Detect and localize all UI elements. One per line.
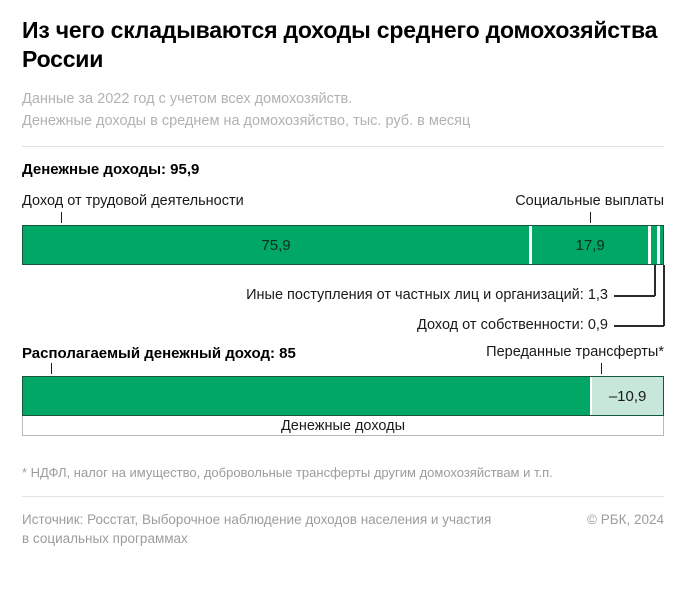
- segment-transferred-transfers-value: –10,9: [608, 387, 647, 405]
- page-title: Из чего складываются доходы среднего дом…: [22, 17, 658, 72]
- subtitle: Данные за 2022 год с учетом всех домохоз…: [22, 74, 664, 132]
- leader-vertical-property-income: [663, 265, 665, 326]
- chart-2-bar: 85 –10,9: [22, 376, 664, 416]
- header-divider: [22, 146, 664, 147]
- bracket-line: [22, 416, 664, 436]
- callout-other-receipts: Иные поступления от частных лиц и органи…: [246, 286, 608, 304]
- segment-labor-income-value: 75,9: [261, 236, 291, 254]
- chart-2-label-right: Переданные трансферты*: [486, 344, 664, 360]
- footer-divider: [22, 496, 664, 497]
- source-text: Источник: Росстат, Выборочное наблюдение…: [22, 512, 492, 546]
- leader-vertical-other-receipts: [654, 265, 656, 296]
- callout-other-receipts-text: Иные поступления от частных лиц и органи…: [246, 287, 608, 303]
- chart-1-bar: 75,9 17,9 1,3 0,9: [22, 225, 664, 265]
- chart-1-label-left: Доход от трудовой деятельности: [22, 193, 244, 209]
- chart-2-bracket: Денежные доходы: [22, 416, 664, 446]
- section-2-heading: Располагаемый денежный доход: 85: [22, 345, 296, 362]
- callout-property-income: Доход от собственности: 0,9: [417, 316, 608, 334]
- bracket-label: Денежные доходы: [271, 417, 415, 435]
- chart-1-callouts: Иные поступления от частных лиц и органи…: [22, 265, 665, 334]
- chart-1-label-right: Социальные выплаты: [515, 193, 664, 209]
- segment-social-payments: 17,9: [529, 226, 649, 264]
- chart-1-ticks: [22, 212, 664, 225]
- tick-disposable-income: [51, 363, 52, 374]
- segment-disposable-income: 85: [23, 377, 591, 415]
- segment-other-receipts: 1,3: [648, 226, 657, 264]
- copyright-text: © РБК, 2024: [587, 512, 664, 527]
- segment-transferred-transfers: –10,9: [590, 377, 663, 415]
- tick-social-payments: [590, 212, 591, 223]
- callout-property-income-text: Доход от собственности: 0,9: [416, 317, 608, 333]
- source-row: Источник: Росстат, Выборочное наблюдение…: [22, 510, 664, 548]
- tick-labor-income: [61, 212, 62, 223]
- chart-2-labels: Переданные трансферты*: [22, 343, 664, 363]
- section-1-heading: Денежные доходы: 95,9: [22, 161, 200, 178]
- segment-labor-income: 75,9: [23, 226, 529, 264]
- tick-transferred-transfers: [601, 363, 602, 374]
- segment-property-income: 0,9: [657, 226, 664, 264]
- chart-1-labels: Доход от трудовой деятельности Социальны…: [22, 192, 664, 212]
- chart-1: Доход от трудовой деятельности Социальны…: [22, 192, 665, 334]
- leader-horizontal-property-income: [614, 325, 664, 327]
- leader-horizontal-other-receipts: [614, 295, 655, 297]
- subtitle-line-2: Денежные доходы в среднем на домохозяйст…: [22, 113, 471, 129]
- segment-social-payments-value: 17,9: [575, 236, 605, 254]
- chart-2-ticks: [22, 363, 664, 376]
- footnote: * НДФЛ, налог на имущество, добровольные…: [22, 465, 553, 480]
- chart-2: Переданные трансферты* 85 –10,9 Денежные…: [22, 343, 664, 446]
- subtitle-line-1: Данные за 2022 год с учетом всех домохоз…: [22, 91, 353, 107]
